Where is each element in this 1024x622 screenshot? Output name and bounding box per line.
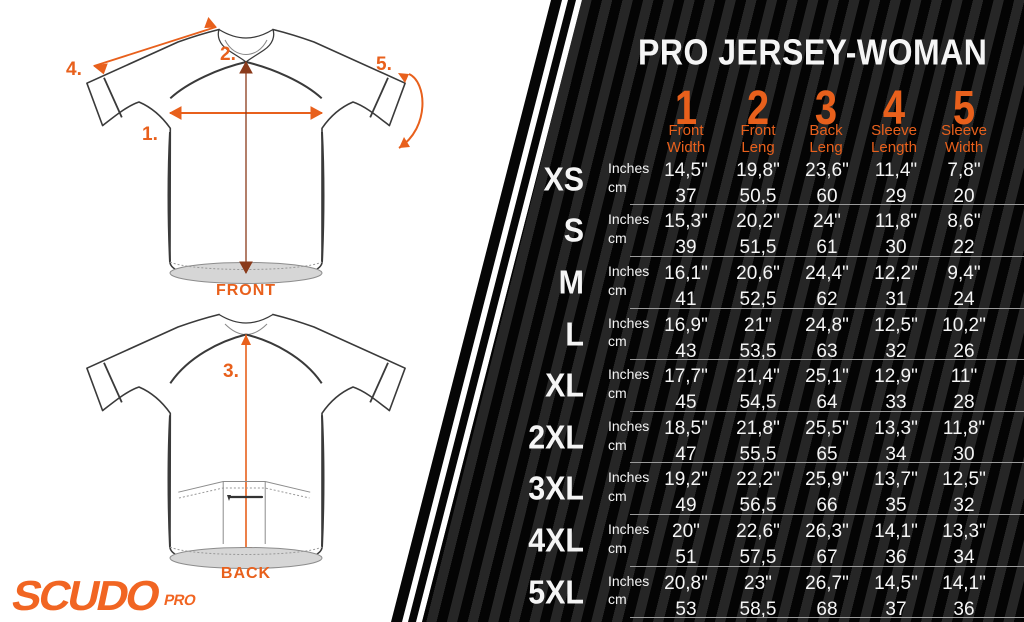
svg-text:5.: 5. [376, 54, 392, 75]
svg-text:BACK: BACK [221, 565, 271, 582]
svg-text:3.: 3. [223, 361, 239, 382]
svg-text:4.: 4. [66, 59, 82, 80]
svg-text:1.: 1. [142, 124, 158, 145]
svg-text:2.: 2. [220, 44, 236, 65]
